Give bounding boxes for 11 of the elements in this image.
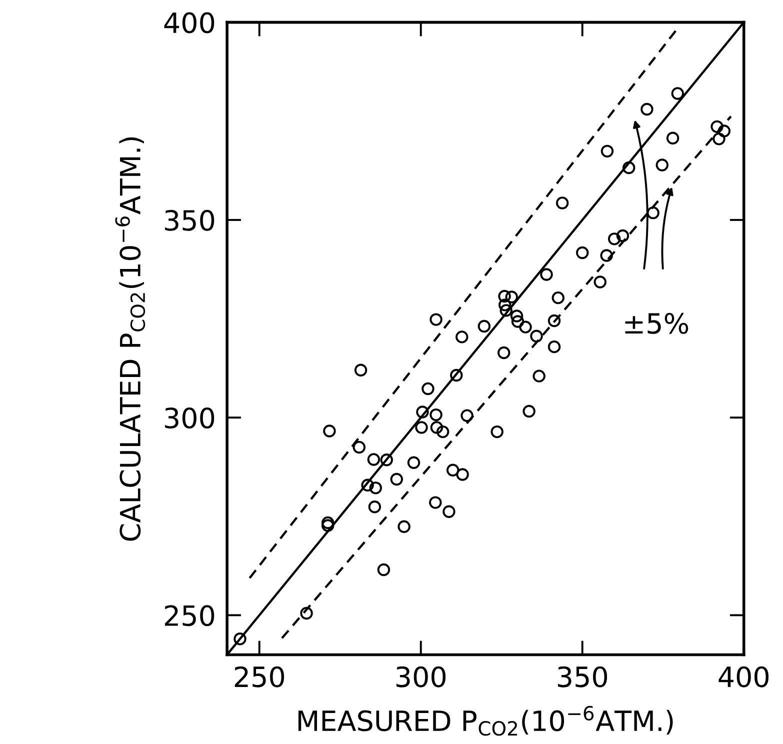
x-tick-label: 250 bbox=[234, 666, 284, 688]
y-tick-label: 400 bbox=[164, 12, 214, 34]
x-axis-title: MEASURED P$_{CO2}$(10$^{−6}$ATM.) bbox=[298, 706, 673, 736]
y-axis-title: CALCULATED P$_{CO2}$(10$^{−6}$ATM.) bbox=[115, 137, 146, 541]
y-tick-label: 300 bbox=[165, 408, 214, 429]
x-tick-label: 350 bbox=[558, 666, 608, 688]
x-tick-label: 400 bbox=[718, 666, 769, 688]
y-tick-label: 250 bbox=[164, 605, 214, 626]
annotation: ±5% bbox=[625, 312, 688, 334]
x-tick-label: 300 bbox=[396, 666, 446, 688]
y-tick-label: 350 bbox=[165, 210, 214, 231]
